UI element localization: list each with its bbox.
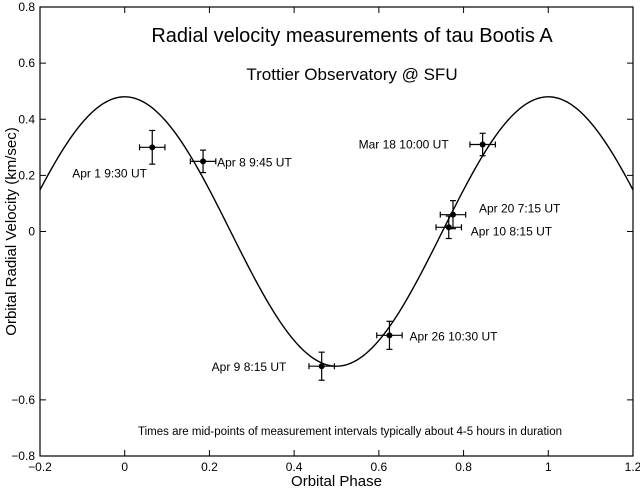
y-tick-label: 0.6 bbox=[18, 56, 35, 70]
model-curve bbox=[39, 96, 634, 367]
chart-annotation: Times are mid-points of measurement inte… bbox=[138, 426, 562, 438]
point-marker bbox=[445, 224, 452, 231]
x-axis-label: Orbital Phase bbox=[291, 473, 382, 490]
y-tick-label: 0.4 bbox=[18, 112, 35, 126]
data-point: Apr 1 9:30 UT bbox=[72, 129, 166, 180]
data-point: Apr 26 10:30 UT bbox=[376, 320, 498, 350]
data-points: Apr 1 9:30 UT Apr 8 9:45 UT Apr 9 8:15 UT A… bbox=[72, 129, 561, 381]
y-axis-label: Orbital Radial Velocity (km/sec) bbox=[3, 127, 20, 335]
x-tick-label: 0.6 bbox=[371, 460, 388, 474]
point-marker bbox=[449, 211, 456, 218]
x-tick-label: 0.2 bbox=[201, 460, 218, 474]
point-label: Apr 26 10:30 UT bbox=[409, 329, 498, 343]
y-tick-label: −0.8 bbox=[11, 449, 35, 463]
y-tick-label: 0.8 bbox=[18, 0, 35, 14]
data-point: Apr 20 7:15 UT bbox=[439, 200, 561, 230]
point-marker bbox=[479, 141, 486, 148]
point-label: Apr 20 7:15 UT bbox=[479, 202, 561, 216]
x-tick-label: 0.4 bbox=[286, 460, 303, 474]
data-point: Apr 10 8:15 UT bbox=[435, 215, 553, 240]
chart-title: Radial velocity measurements of tau Boot… bbox=[151, 25, 553, 47]
point-label: Mar 18 10:00 UT bbox=[359, 138, 450, 152]
y-tick-label: −0.6 bbox=[11, 393, 35, 407]
x-tick-label: 0.8 bbox=[455, 460, 472, 474]
x-tick-label: −0.2 bbox=[28, 460, 52, 474]
x-tick-label: 0 bbox=[121, 460, 128, 474]
y-tick-label: 0 bbox=[28, 225, 35, 239]
point-label: Apr 8 9:45 UT bbox=[217, 155, 292, 169]
point-marker bbox=[200, 158, 207, 165]
x-tick-label: 1 bbox=[545, 460, 552, 474]
data-point: Apr 9 8:15 UT bbox=[212, 351, 335, 381]
x-tick-label: 1.2 bbox=[625, 460, 640, 474]
point-marker bbox=[386, 332, 393, 339]
y-tick-label: 0.2 bbox=[18, 168, 35, 182]
data-point: Apr 8 9:45 UT bbox=[189, 149, 292, 174]
axis-ticks: −0.2 0 0.2 0.4 0.6 0.8 1 1.2 −0.8 −0.6 0 0.2 0.4 0.6 0… bbox=[11, 0, 640, 474]
point-label: Apr 10 8:15 UT bbox=[471, 224, 553, 238]
data-point: Mar 18 10:00 UT bbox=[359, 132, 496, 157]
point-marker bbox=[318, 363, 325, 370]
point-label: Apr 1 9:30 UT bbox=[72, 166, 147, 180]
chart-subtitle: Trottier Observatory @ SFU bbox=[246, 65, 457, 84]
point-label: Apr 9 8:15 UT bbox=[212, 360, 287, 374]
point-marker bbox=[149, 144, 156, 151]
